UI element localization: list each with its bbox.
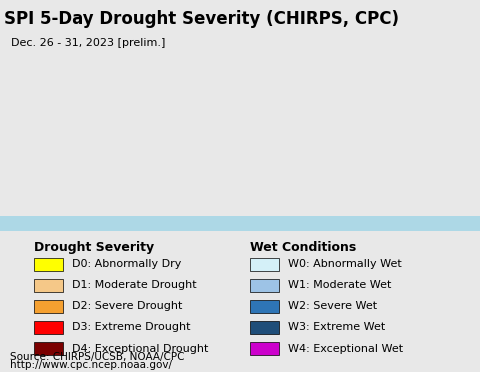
Bar bbox=[250, 279, 279, 292]
Text: Drought Severity: Drought Severity bbox=[34, 241, 154, 254]
Text: SPI 5-Day Drought Severity (CHIRPS, CPC): SPI 5-Day Drought Severity (CHIRPS, CPC) bbox=[4, 10, 399, 28]
Text: D1: Moderate Drought: D1: Moderate Drought bbox=[72, 280, 197, 290]
Text: Source: CHIRPS/UCSB, NOAA/CPC: Source: CHIRPS/UCSB, NOAA/CPC bbox=[10, 352, 184, 362]
Bar bbox=[34, 257, 63, 271]
Bar bbox=[34, 321, 63, 334]
Text: Dec. 26 - 31, 2023 [prelim.]: Dec. 26 - 31, 2023 [prelim.] bbox=[11, 38, 165, 48]
Text: D0: Abnormally Dry: D0: Abnormally Dry bbox=[72, 259, 181, 269]
Bar bbox=[0, 216, 480, 231]
Text: W2: Severe Wet: W2: Severe Wet bbox=[288, 301, 377, 311]
Bar bbox=[34, 342, 63, 355]
Text: D3: Extreme Drought: D3: Extreme Drought bbox=[72, 323, 191, 333]
Text: W0: Abnormally Wet: W0: Abnormally Wet bbox=[288, 259, 402, 269]
Bar bbox=[34, 279, 63, 292]
Bar bbox=[34, 300, 63, 313]
Bar bbox=[250, 257, 279, 271]
Text: D4: Exceptional Drought: D4: Exceptional Drought bbox=[72, 344, 208, 353]
Bar bbox=[250, 342, 279, 355]
Text: D2: Severe Drought: D2: Severe Drought bbox=[72, 301, 182, 311]
Text: Wet Conditions: Wet Conditions bbox=[250, 241, 356, 254]
Bar bbox=[250, 321, 279, 334]
Bar bbox=[250, 300, 279, 313]
Text: http://www.cpc.ncep.noaa.gov/: http://www.cpc.ncep.noaa.gov/ bbox=[10, 360, 172, 371]
Text: W4: Exceptional Wet: W4: Exceptional Wet bbox=[288, 344, 403, 353]
Text: W1: Moderate Wet: W1: Moderate Wet bbox=[288, 280, 391, 290]
Text: W3: Extreme Wet: W3: Extreme Wet bbox=[288, 323, 385, 333]
